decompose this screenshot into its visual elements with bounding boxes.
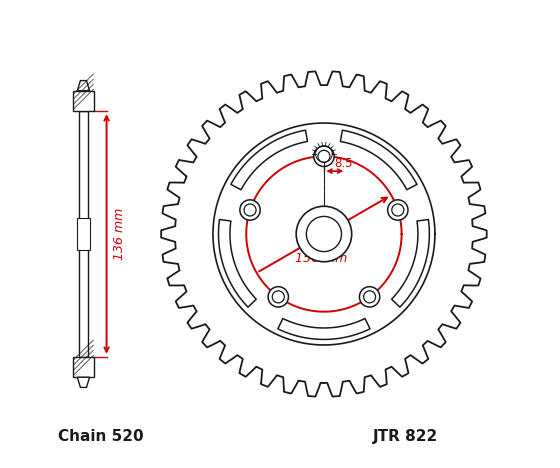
Polygon shape	[77, 377, 90, 388]
Text: Chain 520: Chain 520	[58, 430, 144, 445]
Text: 8.5: 8.5	[334, 157, 353, 170]
Text: 156 mm: 156 mm	[295, 251, 347, 264]
Circle shape	[240, 200, 260, 220]
Circle shape	[318, 150, 330, 162]
Bar	[73, 357, 94, 377]
Circle shape	[392, 204, 404, 216]
Circle shape	[244, 204, 256, 216]
Circle shape	[363, 291, 376, 303]
Polygon shape	[391, 219, 430, 307]
Circle shape	[360, 287, 380, 307]
Circle shape	[314, 146, 334, 167]
Bar	[80, 111, 87, 357]
Polygon shape	[340, 130, 417, 190]
Polygon shape	[77, 80, 90, 91]
Bar	[77, 218, 90, 250]
Polygon shape	[278, 319, 370, 339]
Circle shape	[388, 200, 408, 220]
Bar	[73, 91, 94, 111]
Polygon shape	[218, 219, 256, 307]
Circle shape	[296, 206, 352, 262]
Text: JTR 822: JTR 822	[372, 430, 438, 445]
Circle shape	[306, 216, 342, 252]
Circle shape	[268, 287, 288, 307]
Circle shape	[272, 291, 284, 303]
Text: 136 mm: 136 mm	[113, 208, 125, 260]
Polygon shape	[231, 130, 307, 190]
